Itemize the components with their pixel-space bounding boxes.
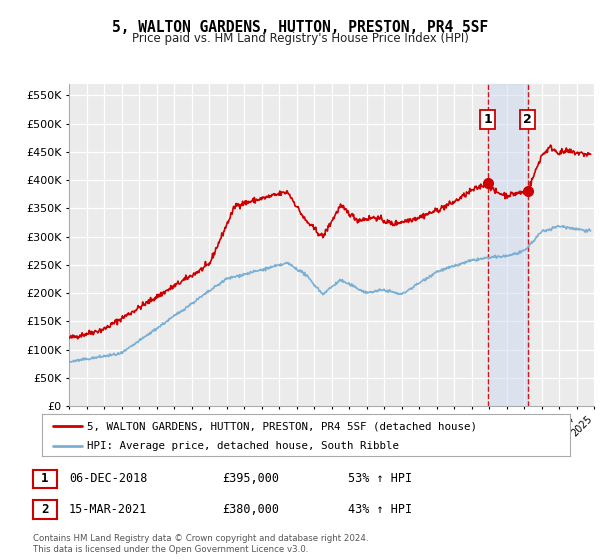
Text: HPI: Average price, detached house, South Ribble: HPI: Average price, detached house, Sout… bbox=[87, 441, 399, 451]
Text: Contains HM Land Registry data © Crown copyright and database right 2024.: Contains HM Land Registry data © Crown c… bbox=[33, 534, 368, 543]
Text: 2: 2 bbox=[523, 113, 532, 126]
Text: 15-MAR-2021: 15-MAR-2021 bbox=[69, 503, 148, 516]
Text: £395,000: £395,000 bbox=[222, 472, 279, 486]
Text: 53% ↑ HPI: 53% ↑ HPI bbox=[348, 472, 412, 486]
Text: 1: 1 bbox=[41, 472, 49, 486]
Text: 2: 2 bbox=[41, 503, 49, 516]
Bar bbox=[488, 84, 527, 406]
Text: Price paid vs. HM Land Registry's House Price Index (HPI): Price paid vs. HM Land Registry's House … bbox=[131, 32, 469, 45]
Text: 5, WALTON GARDENS, HUTTON, PRESTON, PR4 5SF: 5, WALTON GARDENS, HUTTON, PRESTON, PR4 … bbox=[112, 20, 488, 35]
Text: 1: 1 bbox=[483, 113, 492, 126]
Text: £380,000: £380,000 bbox=[222, 503, 279, 516]
Text: 43% ↑ HPI: 43% ↑ HPI bbox=[348, 503, 412, 516]
Text: 06-DEC-2018: 06-DEC-2018 bbox=[69, 472, 148, 486]
Text: 5, WALTON GARDENS, HUTTON, PRESTON, PR4 5SF (detached house): 5, WALTON GARDENS, HUTTON, PRESTON, PR4 … bbox=[87, 421, 477, 431]
Text: This data is licensed under the Open Government Licence v3.0.: This data is licensed under the Open Gov… bbox=[33, 545, 308, 554]
